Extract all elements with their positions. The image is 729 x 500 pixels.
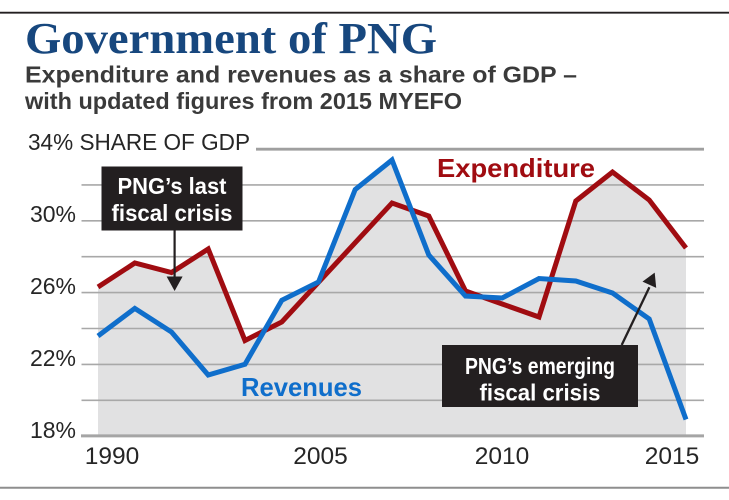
svg-text:2015: 2015 xyxy=(645,443,700,470)
svg-text:Expenditure: Expenditure xyxy=(437,153,595,183)
svg-text:fiscal crisis: fiscal crisis xyxy=(480,380,601,406)
svg-text:34% SHARE OF GDP: 34% SHARE OF GDP xyxy=(28,129,250,155)
svg-text:with updated figures from 2015: with updated figures from 2015 MYEFO xyxy=(24,88,462,114)
svg-text:2010: 2010 xyxy=(475,443,530,470)
svg-text:26%: 26% xyxy=(30,273,76,299)
svg-text:Revenues: Revenues xyxy=(241,372,362,402)
svg-text:PNG’s last: PNG’s last xyxy=(118,173,227,199)
svg-text:22%: 22% xyxy=(30,345,76,371)
svg-text:Government of PNG: Government of PNG xyxy=(25,14,437,63)
svg-text:1990: 1990 xyxy=(85,443,140,470)
svg-text:18%: 18% xyxy=(30,417,76,443)
svg-text:30%: 30% xyxy=(30,201,76,227)
svg-text:Expenditure and revenues as a: Expenditure and revenues as a share of G… xyxy=(25,62,577,88)
svg-text:2005: 2005 xyxy=(293,443,348,470)
svg-text:fiscal crisis: fiscal crisis xyxy=(112,200,233,226)
svg-text:PNG’s emerging: PNG’s emerging xyxy=(465,353,615,379)
